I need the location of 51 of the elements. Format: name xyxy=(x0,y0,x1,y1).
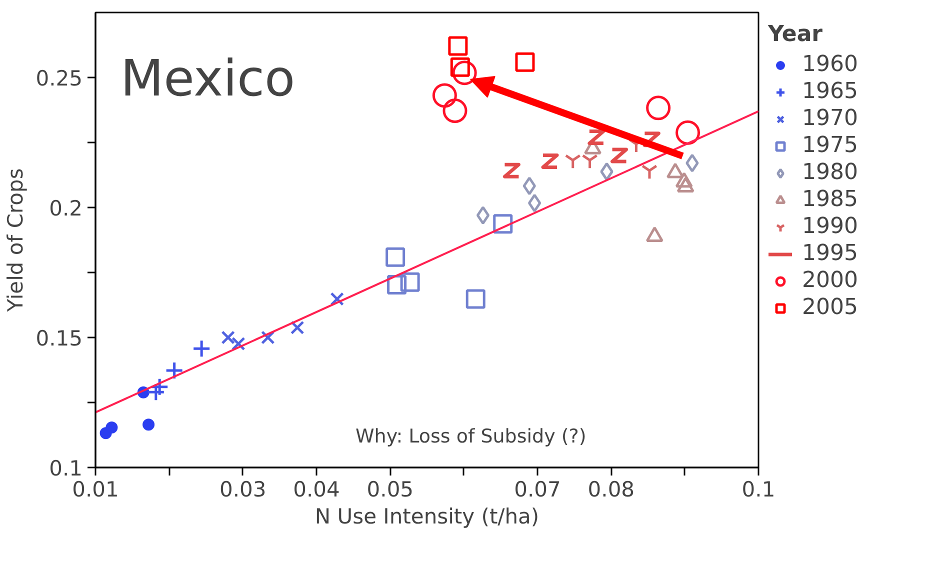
point xyxy=(476,206,490,225)
x-tick-label: 0.1 xyxy=(742,478,776,502)
point xyxy=(232,336,246,351)
x-tick-label: 0.07 xyxy=(514,478,561,502)
legend-label: 2000 xyxy=(802,268,858,293)
point xyxy=(466,289,486,309)
y-tick-label: 0.1 xyxy=(49,456,83,480)
point xyxy=(588,130,606,146)
point xyxy=(386,247,406,267)
point xyxy=(221,330,236,344)
legend-label: 1965 xyxy=(802,79,858,104)
legend-label: 1990 xyxy=(802,214,858,239)
point xyxy=(600,162,614,181)
y-tick-label: 0.2 xyxy=(49,196,83,220)
point xyxy=(528,194,542,212)
y-axis-title: Yield of Crops xyxy=(4,168,28,313)
point xyxy=(192,339,211,358)
legend-label: 1980 xyxy=(802,160,858,185)
point xyxy=(432,83,457,108)
point xyxy=(448,36,468,56)
x-tick-label: 0.03 xyxy=(219,478,266,502)
legend-label: 1970 xyxy=(802,106,858,131)
legend-label: 2005 xyxy=(802,295,858,320)
legend-label: 1960 xyxy=(802,52,858,77)
y-tick-label: 0.25 xyxy=(36,66,83,90)
point xyxy=(541,153,559,169)
text: Mexico xyxy=(120,50,296,108)
point xyxy=(493,214,513,234)
legend-label: 1995 xyxy=(802,241,858,266)
x-tick-label: 0.08 xyxy=(588,478,635,502)
point xyxy=(502,162,520,178)
point xyxy=(400,272,420,292)
x-tick-label: 0.04 xyxy=(293,478,340,502)
point xyxy=(330,292,344,306)
point xyxy=(515,52,535,72)
point xyxy=(610,148,628,164)
y-tick-label: 0.15 xyxy=(36,326,83,350)
point xyxy=(165,361,184,380)
annotation: Why: Loss of Subsidy (?) xyxy=(356,426,586,448)
x-tick-label: 0.01 xyxy=(72,478,119,502)
point xyxy=(106,421,118,434)
x-tick-label: 0.05 xyxy=(366,478,414,502)
point xyxy=(442,98,468,124)
legend-label: 1985 xyxy=(802,187,858,212)
legend-title: Year xyxy=(768,22,824,47)
point xyxy=(686,154,699,172)
x-axis-title: N Use Intensity (t/ha) xyxy=(314,504,540,528)
legend-label: 1975 xyxy=(802,133,858,158)
point xyxy=(142,418,155,431)
point xyxy=(646,96,671,120)
point xyxy=(522,176,536,196)
